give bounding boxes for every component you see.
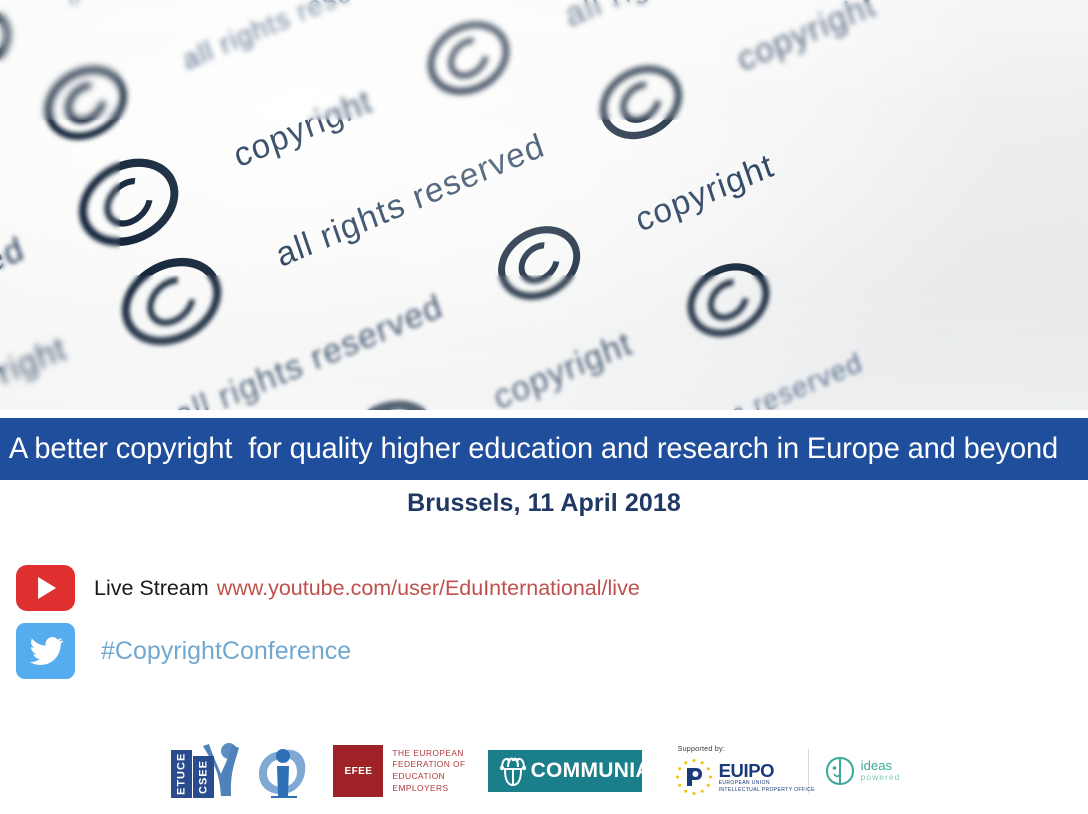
pattern-text: copyright <box>630 145 779 239</box>
page-title: A better copyright for quality higher ed… <box>8 432 1059 465</box>
logo-slot-communia: COMMUNIA <box>487 750 668 792</box>
euipo-acronym: EUIPO <box>718 759 775 781</box>
copyright-symbol-icon <box>488 213 590 313</box>
euipo-logo: Supported by: EUIPO EUROPEAN UNION INTEL… <box>668 743 815 799</box>
efee-logo: EFEE THE EUROPEAN FEDERATION OF EDUCATIO… <box>333 745 465 797</box>
youtube-icon[interactable] <box>16 565 75 611</box>
twitter-bird-glyph <box>29 637 63 665</box>
eu-stars-circle-icon <box>675 759 712 795</box>
live-stream-label: Live Stream <box>94 575 209 600</box>
csee-label: CSEE <box>193 756 215 798</box>
education-international-logo <box>255 744 311 798</box>
communia-logo: COMMUNIA <box>487 750 650 792</box>
ideas-label: ideas <box>860 758 893 773</box>
live-stream-url[interactable]: www.youtube.com/user/EduInternational/li… <box>216 575 640 600</box>
euipo-words: EUIPO EUROPEAN UNION INTELLECTUAL PROPER… <box>719 761 815 794</box>
logo-slot-etuce: ETUCE CSEE <box>169 742 255 800</box>
social-links-block: Live Stream www.youtube.com/user/EduInte… <box>16 565 716 691</box>
twitter-row: #CopyrightConference <box>16 623 716 679</box>
supported-by-label: Supported by: <box>677 744 725 753</box>
conference-hashtag[interactable]: #CopyrightConference <box>101 636 352 665</box>
efee-line-3: EDUCATION <box>392 771 446 781</box>
etuce-label: ETUCE <box>171 750 193 798</box>
pattern-text: copyright <box>732 0 881 79</box>
euipo-body: EUIPO EUROPEAN UNION INTELLECTUAL PROPER… <box>674 757 815 797</box>
ei-monogram-icon <box>259 749 306 798</box>
live-stream-row: Live Stream www.youtube.com/user/EduInte… <box>16 565 716 611</box>
copyright-symbol-icon <box>67 143 191 262</box>
etuce-csee-logo: ETUCE CSEE <box>169 742 241 800</box>
pattern-text: copyright <box>488 323 637 410</box>
ideas-powered-logo: ideas powered <box>825 751 919 791</box>
play-triangle-icon <box>37 577 56 599</box>
euipo-subtitle-1: EUROPEAN UNION <box>718 779 770 786</box>
pattern-text: copyright <box>0 328 72 410</box>
copyright-symbol-icon <box>590 52 692 152</box>
copyright-symbol-icon <box>417 8 520 108</box>
efee-badge: EFEE <box>333 745 384 797</box>
efee-name-lines: THE EUROPEAN FEDERATION OF EDUCATION EMP… <box>392 748 465 794</box>
hero-image: all rights reserved copyright all rights… <box>0 0 1088 410</box>
communia-wordmark: COMMUNIA <box>530 759 651 782</box>
twitter-icon[interactable] <box>16 623 75 679</box>
copyright-symbol-icon <box>35 53 137 153</box>
powered-label: powered <box>860 772 901 782</box>
pattern-text: copyright <box>64 0 167 12</box>
efee-line-2: FEDERATION OF <box>392 759 466 770</box>
ideas-powered-mark-icon <box>825 756 854 786</box>
efee-line-1: THE EUROPEAN <box>392 747 464 758</box>
copyright-pattern: all rights reserved copyright all rights… <box>0 0 1088 410</box>
euipo-subtitle-2: INTELLECTUAL PROPERTY OFFICE <box>718 786 815 793</box>
copyright-symbol-icon <box>677 250 780 350</box>
conference-date-location: Brussels, 11 April 2018 <box>407 489 681 517</box>
logo-divider <box>807 749 809 793</box>
ideas-powered-words: ideas powered <box>861 759 901 783</box>
copyright-symbol-icon <box>109 242 233 361</box>
communia-mark-icon <box>499 757 526 787</box>
logo-slot-ei <box>255 744 333 798</box>
efee-badge-text: EFEE <box>344 765 373 777</box>
pattern-text: copyright <box>228 81 377 175</box>
copyright-symbol-icon <box>0 0 22 91</box>
conference-title-band: A better copyright for quality higher ed… <box>0 418 1088 480</box>
efee-line-4: EMPLOYERS <box>392 782 449 793</box>
sponsor-logo-strip: ETUCE CSEE EFEE THE EUROPEAN FEDERATION … <box>0 732 1088 810</box>
